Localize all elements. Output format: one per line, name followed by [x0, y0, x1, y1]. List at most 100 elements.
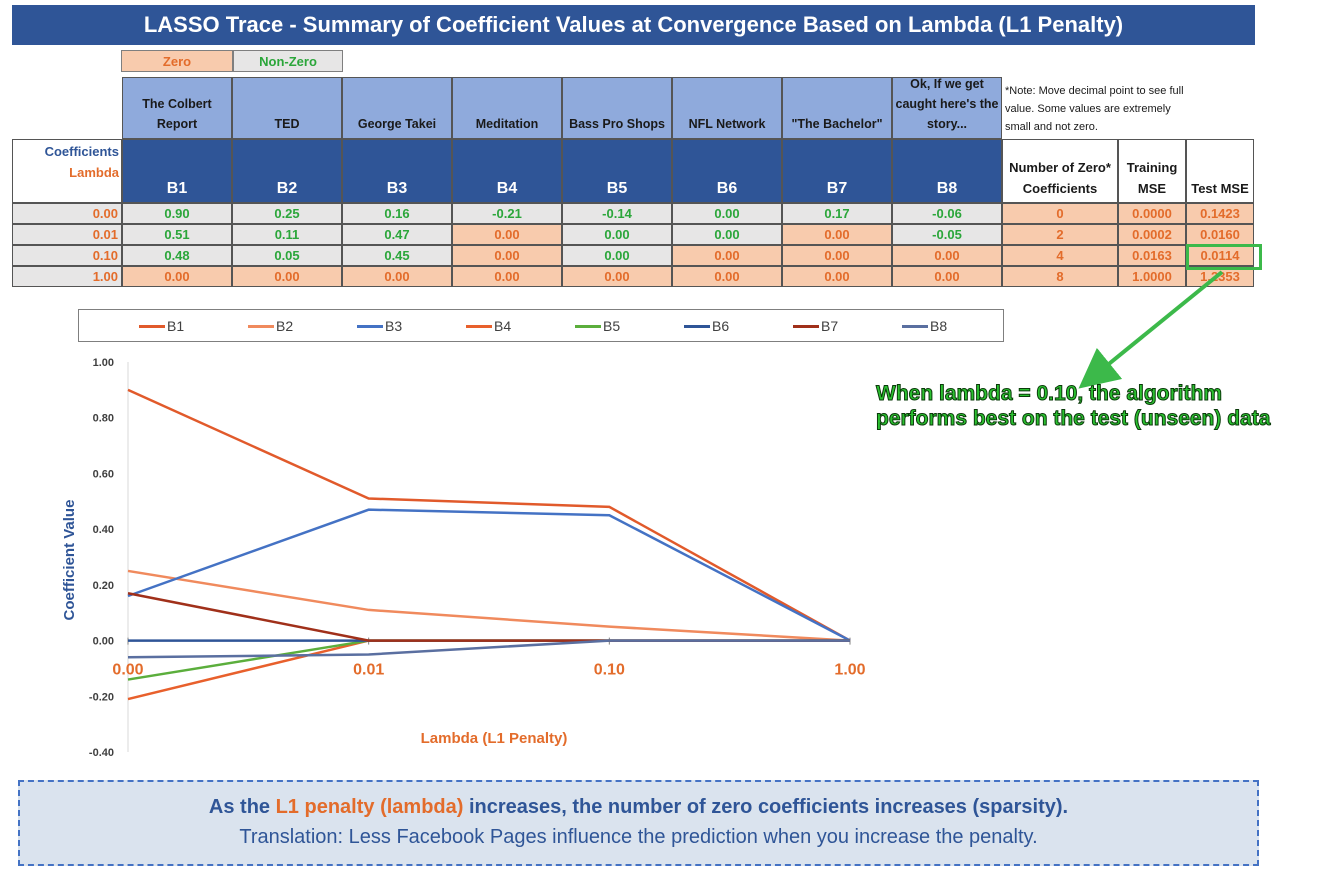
- coefficient-cell: 0.25: [232, 203, 342, 224]
- series-line-b8: [127, 639, 850, 659]
- coefficient-cell: 0.00: [782, 266, 892, 287]
- beta-header: B2: [232, 139, 342, 203]
- legend-item: B7: [793, 318, 838, 334]
- feature-header: Ok, If we get caught here's the story...: [892, 77, 1002, 139]
- coefficient-cell: 0.17: [782, 203, 892, 224]
- test-mse-cell: 0.0160: [1186, 224, 1254, 245]
- beta-header: B8: [892, 139, 1002, 203]
- zero-count-cell: 0: [1002, 203, 1118, 224]
- row-header-corner: Coefficients Lambda: [12, 139, 122, 203]
- legend-item: B2: [248, 318, 293, 334]
- series-line-b3: [127, 508, 851, 642]
- coefficient-cell: 0.00: [782, 245, 892, 266]
- feature-header: Meditation: [452, 77, 562, 139]
- best-test-mse-highlight: [1186, 244, 1262, 270]
- beta-header: B4: [452, 139, 562, 203]
- legend-swatch: [248, 324, 274, 328]
- annotation-arrow: [1078, 270, 1224, 389]
- coefficient-cell: 0.00: [672, 266, 782, 287]
- legend-swatch: [466, 324, 492, 328]
- legend-item: B1: [139, 318, 184, 334]
- y-tick-label: -0.40: [89, 747, 114, 759]
- stat-header: Test MSE: [1186, 139, 1254, 203]
- beta-header: B6: [672, 139, 782, 203]
- legend-item: B5: [575, 318, 620, 334]
- series-line-b4: [127, 639, 850, 701]
- summary-line-1: As the L1 penalty (lambda) increases, th…: [208, 796, 1069, 818]
- legend-label: B8: [930, 318, 948, 334]
- x-tick-label: 1.00: [834, 662, 865, 679]
- x-tick-label: 0.01: [353, 662, 384, 679]
- coefficient-cell: 0.00: [672, 245, 782, 266]
- coefficient-cell: 0.45: [342, 245, 452, 266]
- test-mse-cell: 0.1423: [1186, 203, 1254, 224]
- legend-label: B2: [276, 318, 294, 334]
- note-text: *Note: Move decimal point to see full va…: [1005, 85, 1184, 133]
- y-tick-label: -0.20: [89, 691, 114, 703]
- lambda-cell: 0.10: [12, 245, 122, 266]
- feature-header: "The Bachelor": [782, 77, 892, 139]
- y-tick-label: 0.00: [93, 636, 114, 648]
- coefficient-cell: 0.00: [562, 266, 672, 287]
- coefficient-cell: -0.05: [892, 224, 1002, 245]
- coefficient-cell: 0.00: [562, 245, 672, 266]
- coefficient-cell: 0.00: [452, 245, 562, 266]
- legend-swatch: [575, 324, 601, 328]
- coefficient-cell: 0.00: [782, 224, 892, 245]
- coefficient-cell: 0.00: [122, 266, 232, 287]
- coefficient-cell: 0.51: [122, 224, 232, 245]
- legend-label: B4: [494, 318, 512, 334]
- training-mse-cell: 0.0000: [1118, 203, 1186, 224]
- training-mse-cell: 1.0000: [1118, 266, 1186, 287]
- beta-header: B3: [342, 139, 452, 203]
- series-line-b1: [127, 388, 851, 642]
- legend-swatch: [139, 324, 165, 328]
- feature-header: Bass Pro Shops: [562, 77, 672, 139]
- legend-swatch: [684, 324, 710, 328]
- legend-label: B7: [821, 318, 839, 334]
- lambda-cell: 0.00: [12, 203, 122, 224]
- zero-count-cell: 2: [1002, 224, 1118, 245]
- zero-key: Zero: [121, 50, 233, 72]
- coefficient-cell: -0.06: [892, 203, 1002, 224]
- feature-header: TED: [232, 77, 342, 139]
- lambda-cell: 0.01: [12, 224, 122, 245]
- coefficients-label: Coefficients: [44, 144, 119, 159]
- feature-header: NFL Network: [672, 77, 782, 139]
- nonzero-key: Non-Zero: [233, 50, 343, 72]
- chart-legend: B1 B2 B3 B4 B5 B6 B7 B8: [78, 309, 1004, 342]
- summary-box: As the L1 penalty (lambda) increases, th…: [18, 780, 1259, 866]
- coefficient-cell: 0.05: [232, 245, 342, 266]
- coefficient-cell: 0.00: [892, 266, 1002, 287]
- annotation-text: When lambda = 0.10, the algorithm perfor…: [876, 382, 1271, 431]
- coefficient-cell: -0.21: [452, 203, 562, 224]
- y-tick-label: 0.20: [93, 580, 114, 592]
- x-axis-title: Lambda (L1 Penalty): [421, 730, 568, 747]
- summary-line-2: Translation: Less Facebook Pages influen…: [239, 826, 1038, 848]
- coefficient-cell: 0.11: [232, 224, 342, 245]
- coefficient-cell: 0.00: [562, 224, 672, 245]
- x-tick-label: 0.00: [112, 662, 143, 679]
- legend-swatch: [902, 324, 928, 328]
- legend-item: B6: [684, 318, 729, 334]
- coefficient-cell: 0.00: [672, 224, 782, 245]
- legend-label: B5: [603, 318, 621, 334]
- legend-label: B1: [167, 318, 185, 334]
- coefficient-cell: -0.14: [562, 203, 672, 224]
- coefficient-cell: 0.00: [342, 266, 452, 287]
- lasso-trace-chart: 1.00 0.80 0.60 0.40 0.20 0.00 -0.20 -0.40 0.00 0.…: [61, 357, 866, 759]
- coefficient-cell: 0.48: [122, 245, 232, 266]
- legend-label: B3: [385, 318, 403, 334]
- coefficient-cell: 0.00: [892, 245, 1002, 266]
- y-tick-label: 0.80: [93, 413, 114, 425]
- legend-item: B4: [466, 318, 511, 334]
- lambda-cell: 1.00: [12, 266, 122, 287]
- y-tick-label: 1.00: [93, 357, 114, 369]
- stat-header: Number of Zero* Coefficients: [1002, 139, 1118, 203]
- legend-item: B8: [902, 318, 947, 334]
- stat-header: Training MSE: [1118, 139, 1186, 203]
- zero-count-cell: 8: [1002, 266, 1118, 287]
- coefficient-cell: 0.00: [452, 266, 562, 287]
- page-title: LASSO Trace - Summary of Coefficient Val…: [12, 5, 1255, 45]
